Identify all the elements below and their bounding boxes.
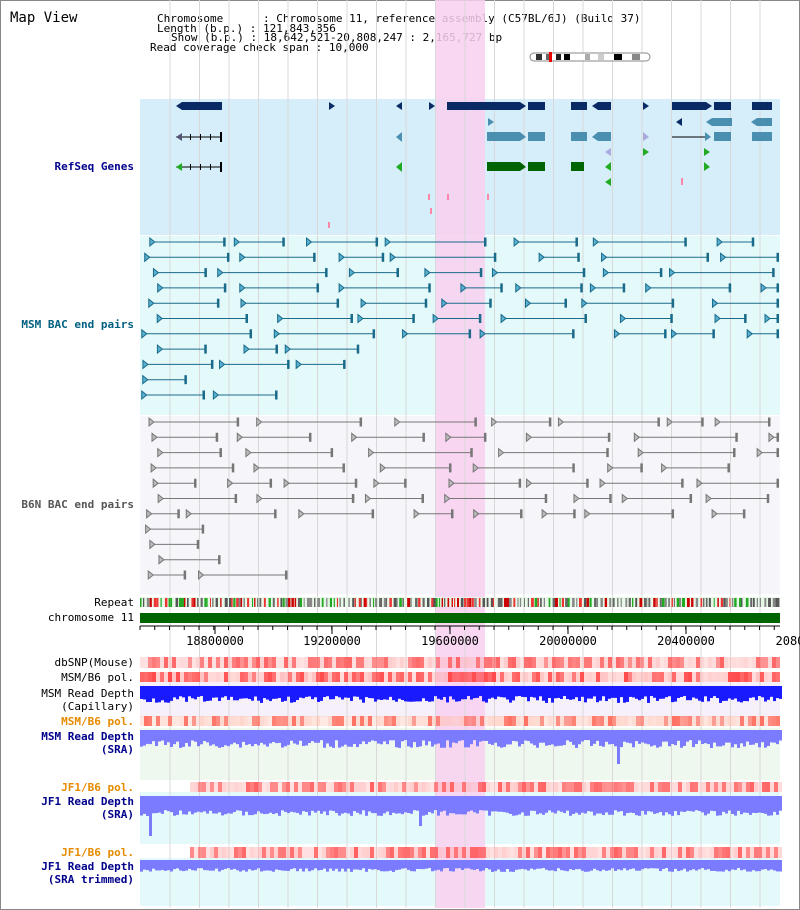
track-label-dbsnp: dbSNP(Mouse) [54, 656, 134, 669]
tick-label-6: 2080 [775, 634, 800, 648]
track-label-jf1-pol-2: JF1/B6 pol. [61, 846, 134, 859]
tick-label-1: 18800000 [186, 634, 244, 648]
coverage-label: Read coverage check span [150, 41, 309, 54]
length-label: Length (b.p.) [157, 22, 244, 35]
tick-label-3: 19600000 [421, 634, 479, 648]
track-label-jf1-depth-sra-1: JF1 Read Depth [41, 795, 134, 808]
repeat-track[interactable] [140, 598, 780, 607]
chromosome-ideogram[interactable] [529, 52, 651, 62]
show-label: Show (b.p.) [171, 31, 244, 44]
track-label-jf1-pol: JF1/B6 pol. [61, 781, 134, 794]
depth-tracks[interactable] [140, 686, 782, 872]
track-label-repeat: Repeat [94, 596, 134, 609]
length-value: 121,843,856 [262, 22, 336, 35]
tick-label-2: 19200000 [303, 634, 361, 648]
info-length: Length (b.p.) : 121,843,856 [157, 22, 336, 35]
coverage-value: 10,000 [328, 41, 369, 54]
refseq-genes[interactable] [176, 102, 772, 228]
track-label-msm-depth-sra-1: MSM Read Depth [41, 730, 134, 743]
heat-tracks[interactable] [140, 657, 782, 858]
track-label-msm-depth-sra-2: (SRA) [100, 743, 134, 756]
highlight-region[interactable] [435, 0, 485, 908]
track-label-jf1-depth-trim-1: JF1 Read Depth [41, 860, 134, 873]
track-label-refseq: RefSeq Genes [54, 160, 134, 173]
track-label-msm-depth-cap-1: MSM Read Depth [41, 687, 134, 700]
msm-bac-pairs[interactable] [141, 236, 779, 401]
page-title: Map View [10, 10, 78, 26]
repeat-bg [140, 597, 780, 607]
chromosome-bar[interactable] [140, 613, 780, 623]
track-label-jf1-depth-trim-2: (SRA trimmed) [47, 873, 134, 886]
info-coverage: Read coverage check span : 10,000 [150, 41, 369, 54]
track-label-chromosome: chromosome 11 [47, 611, 134, 624]
track-label-jf1-depth-sra-2: (SRA) [100, 808, 134, 821]
track-label-msm-bac: MSM BAC end pairs [21, 318, 134, 331]
tick-label-5: 20400000 [657, 634, 715, 648]
chromosome-label: Chromosome [157, 12, 224, 25]
tick-label-4: 20000000 [539, 634, 597, 648]
track-label-b6n-bac: B6N BAC end pairs [21, 498, 134, 511]
track-label-msm-pol: MSM/B6 pol. [61, 671, 134, 684]
track-label-msm-pol-2: MSM/B6 pol. [61, 715, 134, 728]
b6n-bac-pairs[interactable] [145, 416, 779, 581]
track-label-msm-depth-cap-2: (Capillary) [61, 700, 134, 713]
